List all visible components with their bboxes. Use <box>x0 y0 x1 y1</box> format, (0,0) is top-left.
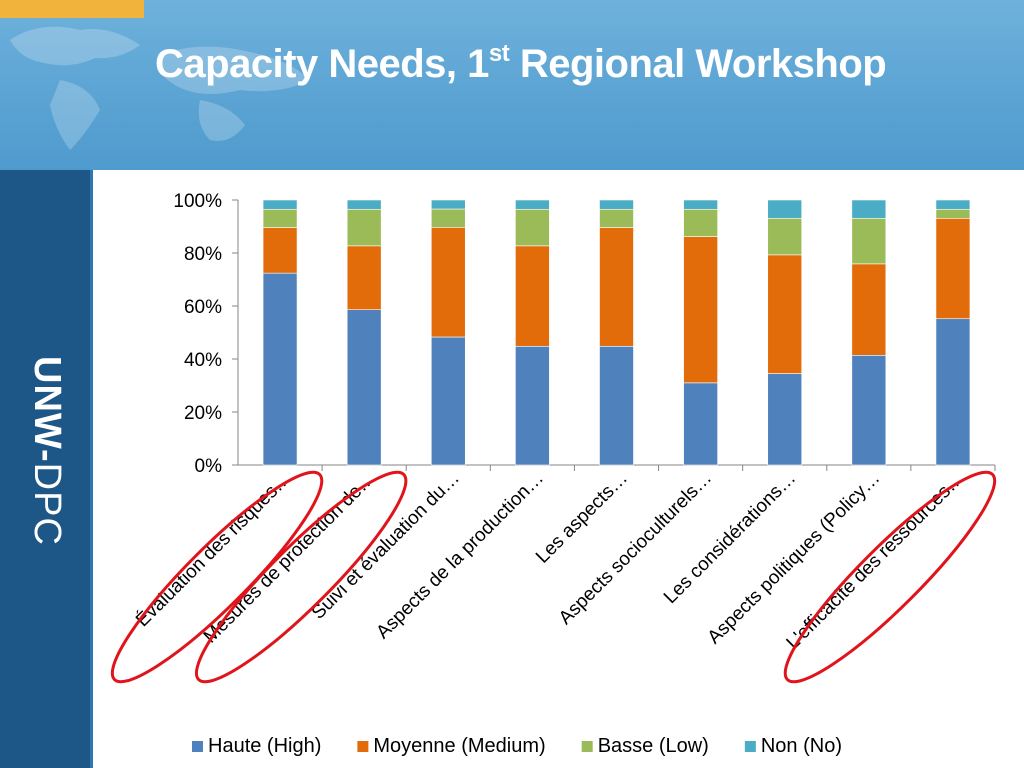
slide-title: Capacity Needs, 1st Regional Workshop <box>155 40 887 86</box>
x-category-label: Aspects socioculturels… <box>555 468 716 629</box>
x-category-label: Suivi et évaluation du… <box>308 468 464 624</box>
bar-segment-low <box>851 217 887 265</box>
slide-header: Capacity Needs, 1st Regional Workshop <box>0 0 1024 170</box>
bar-segment-low <box>683 208 718 237</box>
bar-segment-high <box>515 345 550 466</box>
y-tick-label: 80% <box>184 244 222 265</box>
bar-segment-no <box>430 199 466 210</box>
y-tick-label: 60% <box>184 297 222 318</box>
world-map-decoration <box>10 26 310 150</box>
highlight-ellipse <box>783 470 997 684</box>
y-tick-label: 100% <box>173 191 222 212</box>
bar-segment-no <box>683 199 718 210</box>
x-category-label: Aspects politiques (Policy… <box>704 468 885 649</box>
bar-segment-no <box>767 199 803 219</box>
bar-segment-medium <box>599 227 634 347</box>
bar-segment-high <box>767 373 803 466</box>
bar-segment-medium <box>683 236 718 384</box>
bar-segment-low <box>515 208 550 247</box>
bar-segment-no <box>851 199 887 219</box>
legend-label: Non (No) <box>761 735 842 757</box>
bar-segment-medium <box>851 263 887 356</box>
y-tick-label: 20% <box>184 403 222 424</box>
bar-segment-high <box>935 318 971 466</box>
legend-swatch-medium <box>357 741 369 752</box>
brand-sidebar: UNW-DPC <box>0 170 93 768</box>
bar-segment-high <box>430 336 466 466</box>
bar-segment-low <box>430 208 466 228</box>
bar-segment-low <box>935 208 971 219</box>
bar-segment-no <box>935 199 971 210</box>
highlight-ellipse <box>110 470 324 684</box>
bar-segment-low <box>767 217 803 256</box>
bar-segment-no <box>346 199 382 210</box>
legend-label: Basse (Low) <box>598 735 709 757</box>
bar-segment-low <box>262 208 298 228</box>
bar-segment-no <box>599 199 634 210</box>
legend-label: Moyenne (Medium) <box>373 735 545 757</box>
bar-segment-high <box>346 309 382 466</box>
legend-swatch-high <box>192 741 203 752</box>
bar-segment-medium <box>767 254 803 374</box>
y-tick-label: 0% <box>195 456 223 477</box>
bar-segment-low <box>599 208 634 228</box>
highlight-ellipse <box>194 470 408 684</box>
bar-segment-no <box>262 199 298 210</box>
y-tick-label: 40% <box>184 350 222 371</box>
legend-swatch-no <box>744 741 756 752</box>
bar-segment-high <box>851 354 887 466</box>
bar-segment-medium <box>346 245 382 311</box>
bar-segment-high <box>262 272 298 466</box>
bar-segment-no <box>515 199 550 210</box>
header-accent-bar <box>0 0 144 18</box>
bar-segment-low <box>346 208 382 247</box>
bar-segment-high <box>683 382 718 466</box>
bar-segment-medium <box>430 226 466 338</box>
bar-segment-medium <box>515 245 550 347</box>
x-category-label: Aspects de la production… <box>373 468 548 643</box>
bar-segment-high <box>599 345 634 466</box>
legend-swatch-low <box>581 741 593 752</box>
legend-label: Haute (High) <box>208 735 321 757</box>
bar-segment-medium <box>935 217 971 320</box>
bar-segment-medium <box>262 227 298 274</box>
